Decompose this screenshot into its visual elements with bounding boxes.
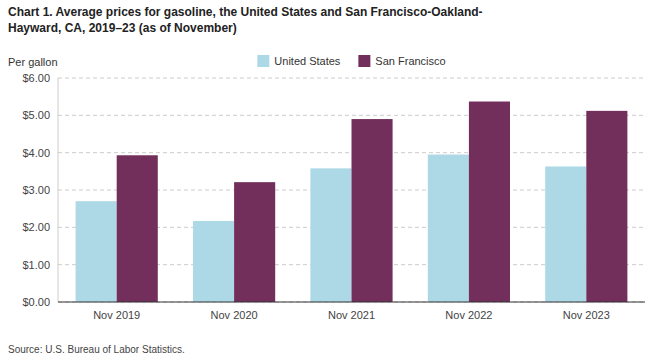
y-tick-label: $3.00 [22, 184, 50, 196]
x-axis-line [58, 302, 645, 303]
legend-label: United States [274, 55, 341, 67]
y-tick-label: $2.00 [22, 221, 50, 233]
bar [117, 155, 158, 302]
grid [58, 78, 645, 302]
chart-container: Chart 1. Average prices for gasoline, th… [0, 0, 661, 361]
grid-line [58, 302, 645, 303]
bar [428, 155, 469, 302]
y-axis-line [58, 78, 59, 302]
y-tick-label: $5.00 [22, 109, 50, 121]
bars [76, 102, 628, 302]
bar [469, 102, 510, 302]
grid-line [58, 78, 645, 79]
bar [586, 111, 627, 302]
title: Hayward, CA, 2019–23 (as of November) [8, 21, 237, 35]
bar [545, 166, 586, 302]
y-tick-label: $1.00 [22, 259, 50, 271]
x-tick-label: Nov 2019 [93, 309, 140, 321]
source-note: Source: U.S. Bureau of Labor Statistics. [8, 344, 185, 355]
bar [310, 168, 351, 302]
title: Chart 1. Average prices for gasoline, th… [8, 5, 483, 19]
grid-line [58, 115, 645, 116]
y-tick-label: $0.00 [22, 296, 50, 308]
bar [193, 221, 234, 302]
x-tick-label: Nov 2023 [563, 309, 610, 321]
bar [234, 182, 275, 302]
legend-swatch [257, 55, 269, 67]
legend-swatch [358, 55, 370, 67]
legend-label: San Francisco [375, 55, 445, 67]
x-tick-label: Nov 2022 [445, 309, 492, 321]
legend: United States San Francisco [257, 55, 445, 67]
chart-svg: Chart 1. Average prices for gasoline, th… [0, 0, 661, 361]
x-tick-label: Nov 2021 [328, 309, 375, 321]
y-axis-label: Per gallon [8, 56, 58, 68]
y-tick-label: $6.00 [22, 72, 50, 84]
bar [76, 201, 117, 302]
y-tick-label: $4.00 [22, 147, 50, 159]
x-tick-label: Nov 2020 [211, 309, 258, 321]
bar [352, 119, 393, 302]
